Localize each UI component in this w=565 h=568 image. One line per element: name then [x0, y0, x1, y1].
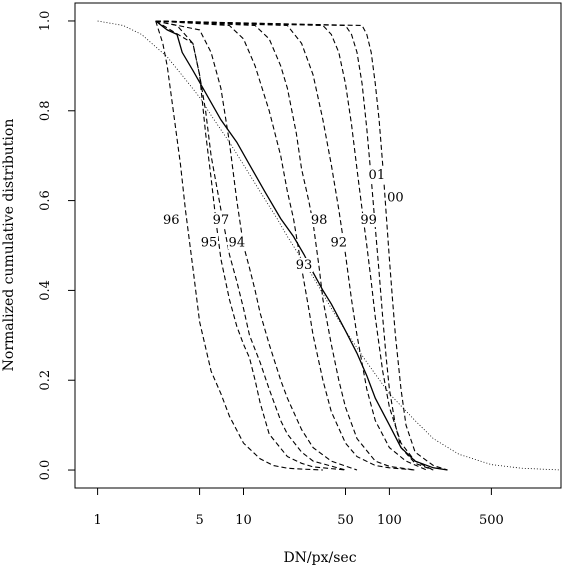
y-axis: 0.0 0.2 0.4 0.6 0.8 1.0 — [38, 11, 75, 481]
series-layer — [97, 20, 562, 471]
curve-label-97: 97 — [213, 213, 230, 228]
y-tick-label: 0.0 — [38, 460, 53, 481]
x-axis-title: DN/px/sec — [283, 550, 356, 566]
curve-label-bg — [295, 257, 314, 272]
x-tick-label: 10 — [235, 513, 252, 528]
x-tick-label: 100 — [377, 513, 402, 528]
curve-label-bg — [162, 213, 181, 228]
curve-label-00: 00 — [387, 191, 404, 206]
series-line-combined — [155, 20, 448, 471]
y-tick-label: 0.8 — [38, 100, 53, 121]
y-tick-label: 0.4 — [38, 280, 53, 301]
curve-label-bg — [310, 213, 329, 228]
y-tick-label: 1.0 — [38, 11, 53, 32]
series-line-00 — [155, 20, 448, 471]
y-tick-label: 0.2 — [38, 370, 53, 391]
x-tick-label: 1 — [93, 513, 101, 528]
x-tick-label: 5 — [195, 513, 203, 528]
curve-label-01: 01 — [369, 168, 386, 183]
series-line-94 — [155, 20, 358, 471]
curve-label-bg — [199, 235, 218, 250]
curve-label-92: 92 — [331, 236, 348, 251]
series-line-95 — [155, 20, 346, 471]
curve-label-bg — [386, 190, 405, 205]
series-line-96 — [155, 20, 323, 471]
series-line-92 — [155, 20, 427, 471]
curve-label-99: 99 — [360, 213, 377, 228]
curve-label-bg — [227, 235, 246, 250]
x-tick-label: 500 — [479, 513, 504, 528]
curve-label-93: 93 — [296, 258, 313, 273]
y-axis-title: Normalized cumulative distribution — [1, 119, 17, 372]
series-line-01 — [155, 20, 434, 471]
curve-label-96: 96 — [163, 213, 180, 228]
plot-frame — [74, 2, 562, 489]
y-tick-label: 0.6 — [38, 190, 53, 211]
series-line-97 — [155, 20, 346, 471]
curve-label-bg — [211, 213, 230, 228]
curve-label-bg — [359, 213, 378, 228]
curve-label-98: 98 — [311, 213, 328, 228]
series-line-98 — [155, 20, 416, 471]
curve-label-94: 94 — [229, 236, 246, 251]
x-axis: 1 5 10 50 100 500 — [93, 488, 504, 528]
fit-curve-dotted — [97, 20, 562, 471]
series-line-93 — [155, 20, 416, 471]
curve-label-95: 95 — [201, 236, 218, 251]
x-tick-label: 50 — [337, 513, 354, 528]
curve-label-bg — [329, 235, 348, 250]
curve-label-bg — [367, 168, 386, 183]
